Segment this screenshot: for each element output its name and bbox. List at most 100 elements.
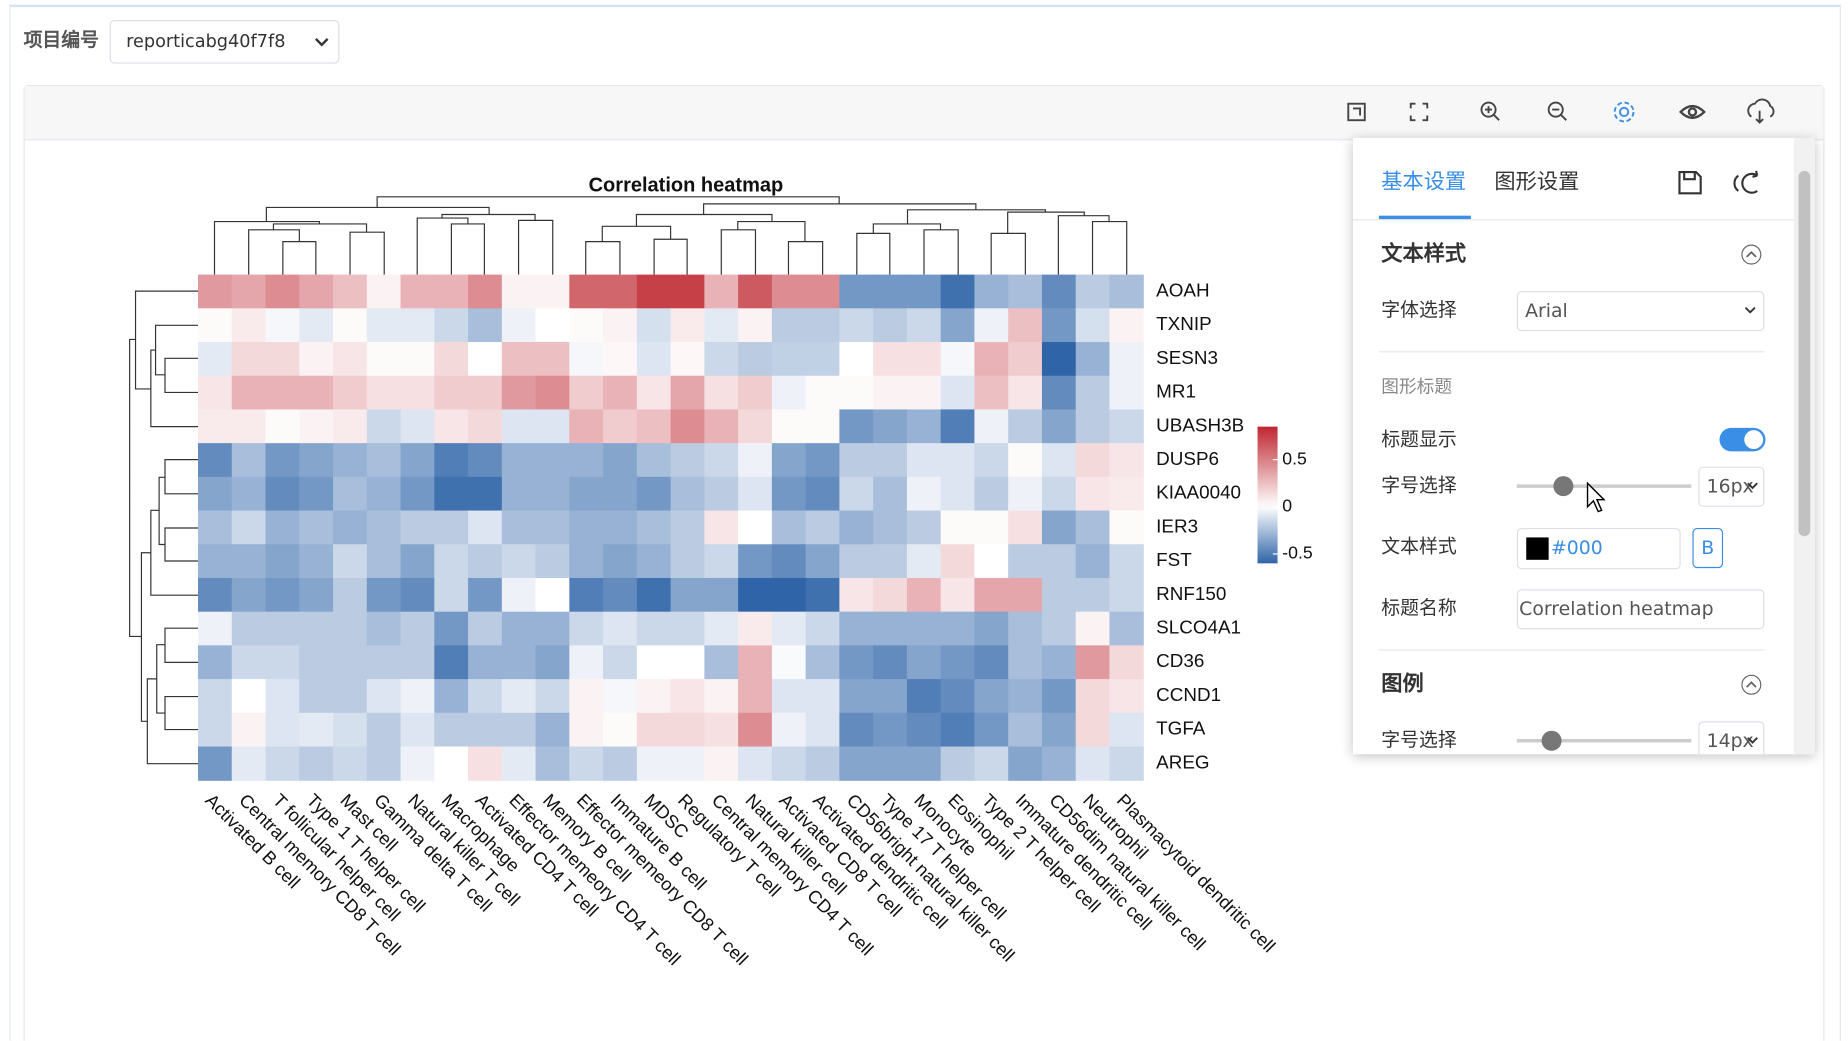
panel-actions: [1678, 170, 1759, 195]
heat-cell: [940, 409, 976, 444]
heat-cell: [1008, 746, 1043, 781]
heat-cell: [265, 409, 300, 444]
heat-cell: [299, 746, 334, 781]
heat-cell: [400, 746, 435, 781]
chevron: [1744, 306, 1756, 314]
refresh-icon[interactable]: [1733, 170, 1759, 194]
toggle[interactable]: [1719, 427, 1766, 452]
heat-cell: [704, 443, 739, 478]
heat-cell: [873, 274, 908, 309]
heat-cell: [839, 308, 874, 343]
color-value: #000: [1550, 536, 1603, 559]
heat-cell: [738, 510, 773, 545]
heat-cell: [197, 510, 233, 545]
heat-cell: [468, 342, 503, 377]
heat-cell: [1075, 409, 1111, 444]
heat-cell: [771, 476, 807, 512]
heat-cell: [1041, 476, 1077, 512]
project-select[interactable]: reporticabg40f7f8: [109, 20, 340, 64]
heat-cell: [906, 375, 942, 411]
heat-cell: [805, 274, 840, 309]
tab-graphic[interactable]: 图形设置: [1494, 169, 1580, 195]
heat-cell: [873, 409, 908, 444]
heat-cell: [434, 746, 469, 781]
heat-cell: [1041, 544, 1077, 579]
heat-cell: [670, 476, 705, 512]
heat-cell: [906, 409, 942, 444]
heat-cell: [501, 544, 537, 579]
heat-cell: [974, 679, 1009, 714]
font-select[interactable]: Arial: [1516, 291, 1765, 332]
size-select[interactable]: 14px: [1698, 721, 1765, 755]
heat-cell: [501, 342, 537, 377]
save-icon[interactable]: [1678, 171, 1702, 195]
slider-thumb[interactable]: [1541, 730, 1562, 751]
heat-cell: [1109, 645, 1144, 680]
tab-basic[interactable]: 基本设置: [1381, 169, 1467, 195]
heat-cell: [197, 577, 233, 613]
heat-cell: [704, 342, 739, 377]
heat-cell: [197, 712, 233, 748]
legend-tick-label: 0: [1282, 495, 1292, 515]
heat-cell: [569, 476, 604, 512]
heat-cell: [771, 679, 807, 714]
download-icon[interactable]: [1747, 98, 1775, 124]
heat-cell: [603, 746, 638, 781]
heat-cell: [805, 476, 840, 512]
heat-cell: [1109, 510, 1144, 545]
heat-cell: [434, 409, 469, 444]
subheading: 图形标题: [1381, 375, 1453, 398]
size-select[interactable]: 16px: [1698, 466, 1765, 507]
heat-cell: [940, 476, 976, 512]
heat-cell: [1041, 409, 1077, 444]
view-icon[interactable]: [1678, 104, 1706, 120]
title-input[interactable]: Correlation heatmap: [1516, 589, 1765, 630]
color-input[interactable]: #000: [1516, 527, 1681, 570]
heat-cell: [299, 308, 334, 343]
collapse-icon[interactable]: [1741, 244, 1762, 265]
fullscreen-icon[interactable]: [1409, 102, 1429, 122]
heat-cell: [940, 375, 976, 411]
slider-thumb[interactable]: [1553, 476, 1574, 497]
heat-cell: [771, 577, 807, 613]
heat-cell: [636, 544, 672, 579]
heat-cell: [670, 611, 705, 646]
heat-cell: [197, 274, 233, 309]
heat-cell: [670, 746, 705, 781]
restore-icon[interactable]: [1347, 102, 1366, 122]
heat-cell: [1109, 679, 1144, 714]
heat-cell: [1109, 577, 1144, 613]
field-label: 字号选择: [1381, 473, 1457, 497]
heat-cell: [906, 308, 942, 343]
scrollbar[interactable]: [1793, 137, 1815, 755]
heat-cell: [771, 308, 807, 343]
heat-cell: [873, 544, 908, 579]
heat-cell: [603, 679, 638, 714]
zoom-in-icon[interactable]: [1480, 101, 1500, 121]
settings-icon[interactable]: [1613, 101, 1635, 123]
heat-cell: [1109, 544, 1144, 579]
heat-cell: [906, 342, 942, 377]
heat-cell: [231, 679, 267, 714]
heat-cell: [1008, 645, 1043, 680]
zoom-out-icon[interactable]: [1547, 101, 1567, 121]
heat-cell: [1041, 611, 1077, 646]
heat-cell: [1075, 443, 1111, 478]
heat-cell: [400, 645, 435, 680]
row-label: AREG: [1156, 751, 1209, 772]
settings-panel: 基本设置 图形设置 文本样式 字体选择 Arial 图形标题 标题显示 字号选择…: [1352, 137, 1815, 755]
heat-cell: [265, 544, 300, 579]
heat-cell: [197, 308, 233, 343]
heat-cell: [603, 375, 638, 411]
heat-cell: [771, 342, 807, 377]
heat-cell: [805, 611, 840, 646]
heat-cell: [1075, 510, 1111, 545]
heat-cell: [906, 645, 942, 680]
heat-cell: [468, 746, 503, 781]
bold-button[interactable]: B: [1692, 527, 1724, 569]
heat-cell: [333, 409, 368, 444]
collapse-icon[interactable]: [1741, 674, 1762, 695]
heat-cell: [434, 577, 469, 613]
chart-title: Correlation heatmap: [589, 175, 784, 197]
